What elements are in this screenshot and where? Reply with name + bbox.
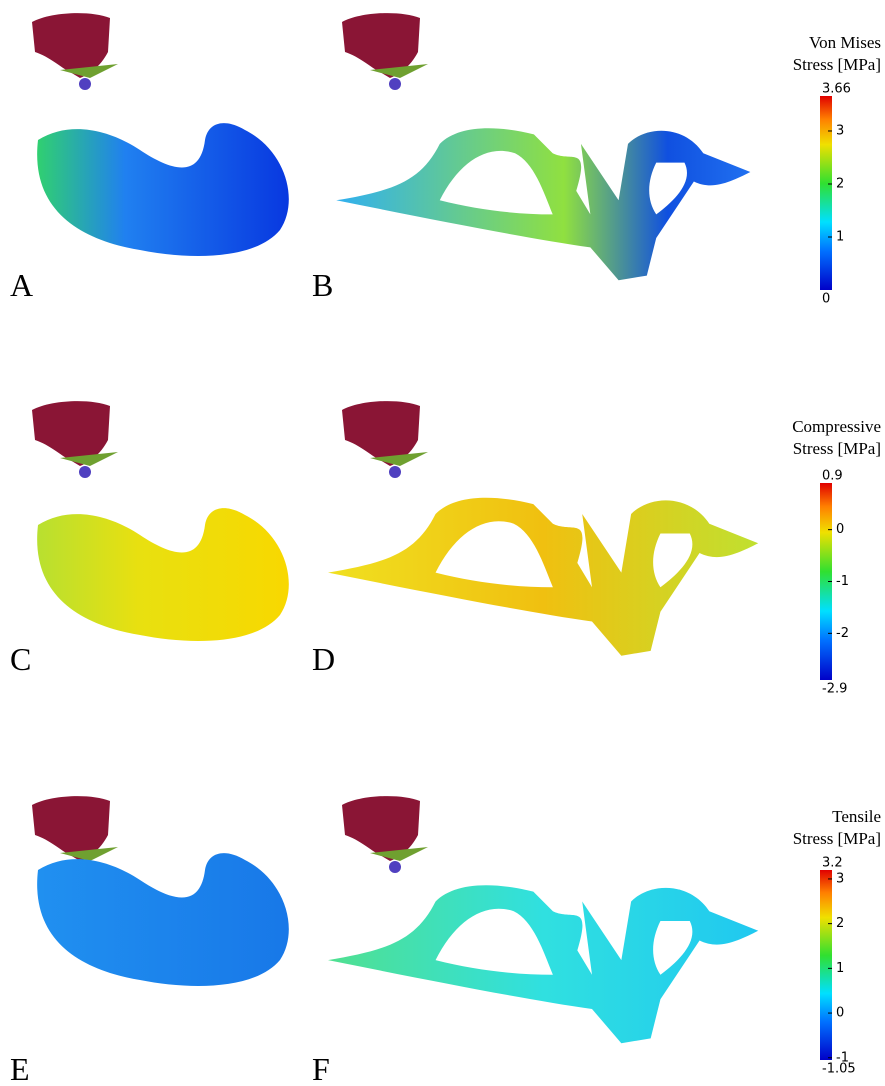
colorbar-title: Stress [MPa] [793,439,881,458]
panel-label: C [10,641,31,677]
jaw-model [37,853,289,986]
figure: A B C D E F Von Mises Stress [MPa] 3.66 0 3 2… [0,0,885,1086]
panel-label: F [312,1051,330,1086]
skull-icon [342,401,428,478]
colorbar-title: Stress [MPa] [793,55,881,74]
row-2: C D [10,401,758,677]
colorbar-max-label: 0.9 [822,469,843,484]
colorbar-title: Stress [MPa] [793,829,881,848]
tick-label: 3 [836,871,844,886]
plate-model [328,885,758,1043]
jaw-model [37,508,289,641]
tick-label: -1 [836,1050,849,1065]
panel-label: A [10,267,33,303]
colorbar-title: Von Mises [809,33,881,52]
tick-label: -2 [836,626,849,641]
tick-label: 2 [836,176,844,191]
skull-icon [32,401,118,478]
row-1: A B [10,13,750,303]
row-3: E F [10,796,758,1086]
colorbar-min-label: -2.9 [822,682,847,697]
tick-label: 2 [836,916,844,931]
colorbar-title: Tensile [832,807,881,826]
tick-label: 0 [836,1006,844,1021]
tick-label: 1 [836,229,844,244]
skull-icon [342,13,428,90]
panel-label: B [312,267,333,303]
skull-icon [342,796,428,873]
panel-label: E [10,1051,30,1086]
tick-label: 0 [836,522,844,537]
colorbar-max-label: 3.2 [822,856,843,871]
jaw-model [37,123,289,256]
tick-label: 1 [836,961,844,976]
colorbar-min-label: 0 [822,292,830,307]
plate-model [328,498,758,656]
colorbar-title: Compressive [792,417,881,436]
tick-label: 3 [836,123,844,138]
colorbar [820,96,832,290]
plate-model [336,128,750,280]
panel-label: D [312,641,335,677]
colorbar [820,870,832,1060]
colorbar-max-label: 3.66 [822,82,851,97]
skull-icon [32,13,118,90]
tick-label: -1 [836,574,849,589]
